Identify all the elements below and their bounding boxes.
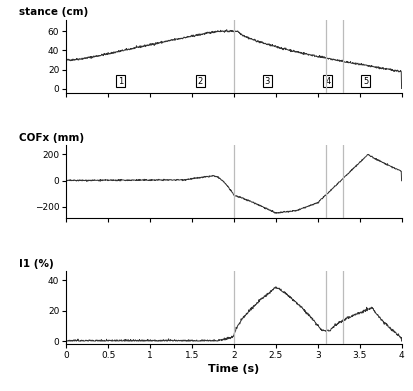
Text: 4: 4: [324, 77, 330, 86]
Text: 3: 3: [264, 77, 269, 86]
Text: 5: 5: [362, 77, 367, 86]
Text: COFx (mm): COFx (mm): [19, 133, 84, 143]
Text: stance (cm): stance (cm): [19, 7, 88, 17]
Text: I1 (%): I1 (%): [19, 259, 54, 269]
Text: 1: 1: [118, 77, 123, 86]
Text: 2: 2: [197, 77, 202, 86]
X-axis label: Time (s): Time (s): [208, 364, 259, 374]
